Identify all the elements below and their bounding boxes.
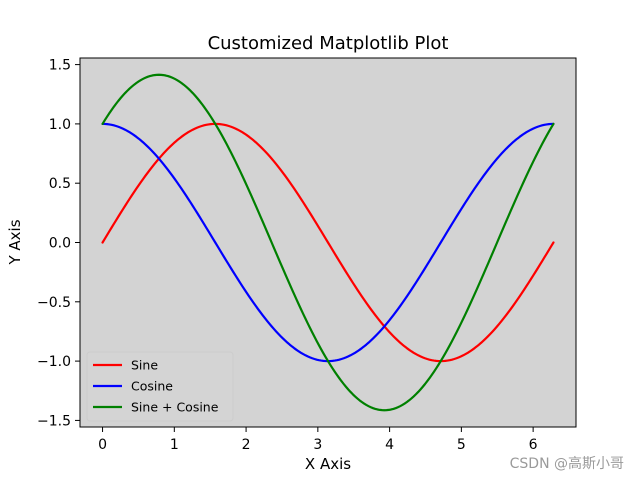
x-tick-label: 6 <box>529 437 538 453</box>
y-tick-label: −0.5 <box>37 295 71 311</box>
x-tick-label: 5 <box>457 437 466 453</box>
series-line-sine <box>101 122 555 363</box>
series-line-sine-cosine <box>101 73 555 412</box>
y-tick-label: 1.5 <box>49 58 71 74</box>
x-tick-label: 1 <box>170 437 179 453</box>
legend: Sine Cosine Sine + Cosine <box>86 351 234 422</box>
x-tick-label: 0 <box>98 437 107 453</box>
legend-label: Cosine <box>131 379 173 394</box>
legend-box <box>86 351 234 422</box>
x-axis-ticks: 0 1 2 3 4 5 6 <box>98 427 538 453</box>
series-layer <box>101 73 555 412</box>
chart-title: Customized Matplotlib Plot <box>208 33 449 54</box>
x-axis-label: X Axis <box>305 455 351 473</box>
legend-label: Sine <box>131 358 158 373</box>
y-axis-ticks: −1.5 −1.0 −0.5 0.0 0.5 1.0 1.5 <box>37 58 80 429</box>
x-tick-label: 3 <box>313 437 322 453</box>
y-axis-label: Y Axis <box>6 219 24 265</box>
watermark: CSDN @高斯小哥 <box>510 455 624 472</box>
y-tick-label: 0.0 <box>49 236 71 252</box>
y-tick-label: −1.0 <box>37 354 71 370</box>
y-tick-label: −1.5 <box>37 413 71 429</box>
y-tick-label: 0.5 <box>49 176 71 192</box>
legend-label: Sine + Cosine <box>131 400 219 415</box>
x-tick-label: 2 <box>242 437 251 453</box>
x-tick-label: 4 <box>385 437 394 453</box>
y-tick-label: 1.0 <box>49 117 71 133</box>
